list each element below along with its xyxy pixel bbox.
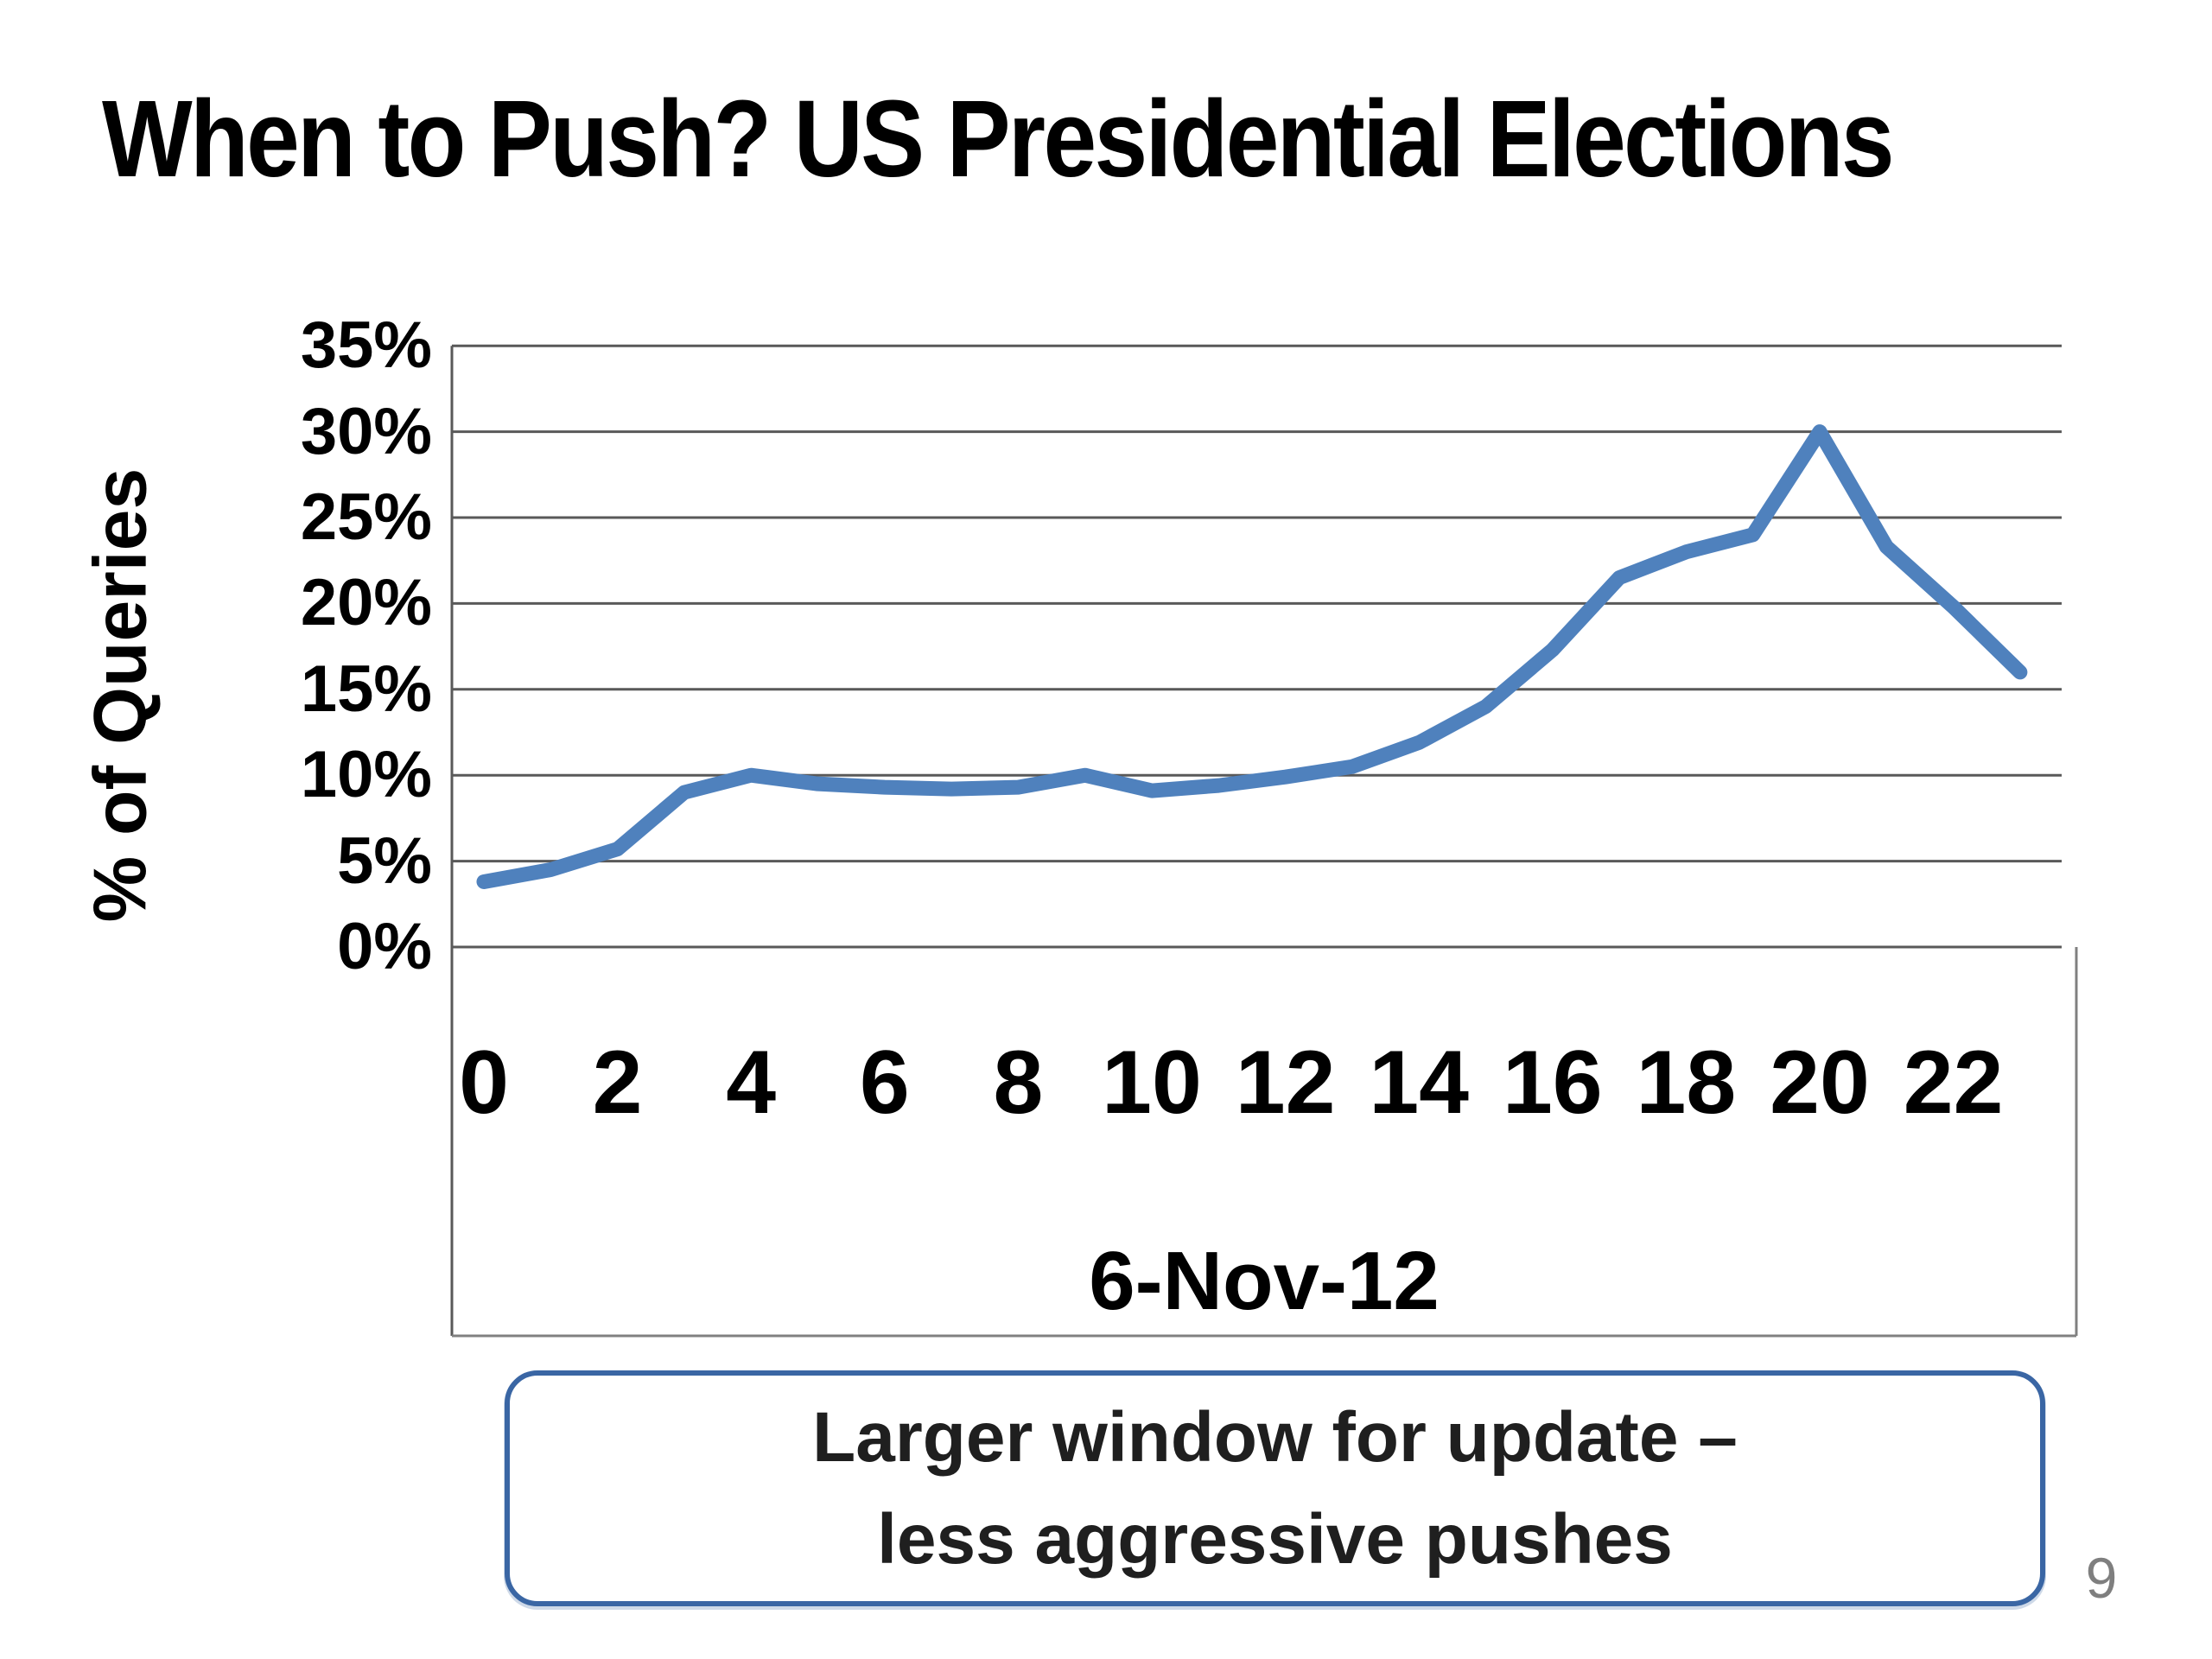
x-tick-label: 14 — [1369, 1033, 1470, 1133]
y-tick-label: 35% — [300, 308, 432, 383]
y-tick-label: 10% — [300, 738, 432, 812]
y-tick-label: 15% — [300, 652, 432, 726]
x-tick-label: 8 — [993, 1033, 1044, 1133]
x-tick-label: 18 — [1636, 1033, 1737, 1133]
x-tick-label: 6 — [859, 1033, 910, 1133]
slide-title: When to Push? US Presidential Elections — [102, 78, 1895, 200]
x-tick-label: 20 — [1770, 1033, 1870, 1133]
data-line-queries — [476, 424, 2028, 889]
x-tick-label: 10 — [1102, 1033, 1202, 1133]
y-tick-label: 20% — [300, 566, 432, 640]
callout-box: Larger window for update – less aggressi… — [505, 1370, 2045, 1606]
y-tick-label: 0% — [337, 910, 432, 983]
x-tick-label: 22 — [1903, 1033, 2004, 1133]
x-axis-title: 6-Nov-12 — [1089, 1235, 1440, 1327]
x-tick-label: 4 — [726, 1033, 777, 1133]
callout-text-line1: Larger window for update – — [812, 1397, 1738, 1477]
callout-text-line2: less aggressive pushes — [877, 1499, 1673, 1579]
y-tick-label: 5% — [337, 823, 432, 898]
x-tick-label: 0 — [459, 1033, 509, 1133]
y-tick-label: 25% — [300, 480, 432, 554]
page-number: 9 — [2085, 1546, 2118, 1610]
y-tick-label: 30% — [300, 394, 432, 468]
x-tick-label: 16 — [1502, 1033, 1603, 1133]
x-tick-label: 2 — [592, 1033, 643, 1133]
x-tick-label: 12 — [1235, 1033, 1336, 1133]
